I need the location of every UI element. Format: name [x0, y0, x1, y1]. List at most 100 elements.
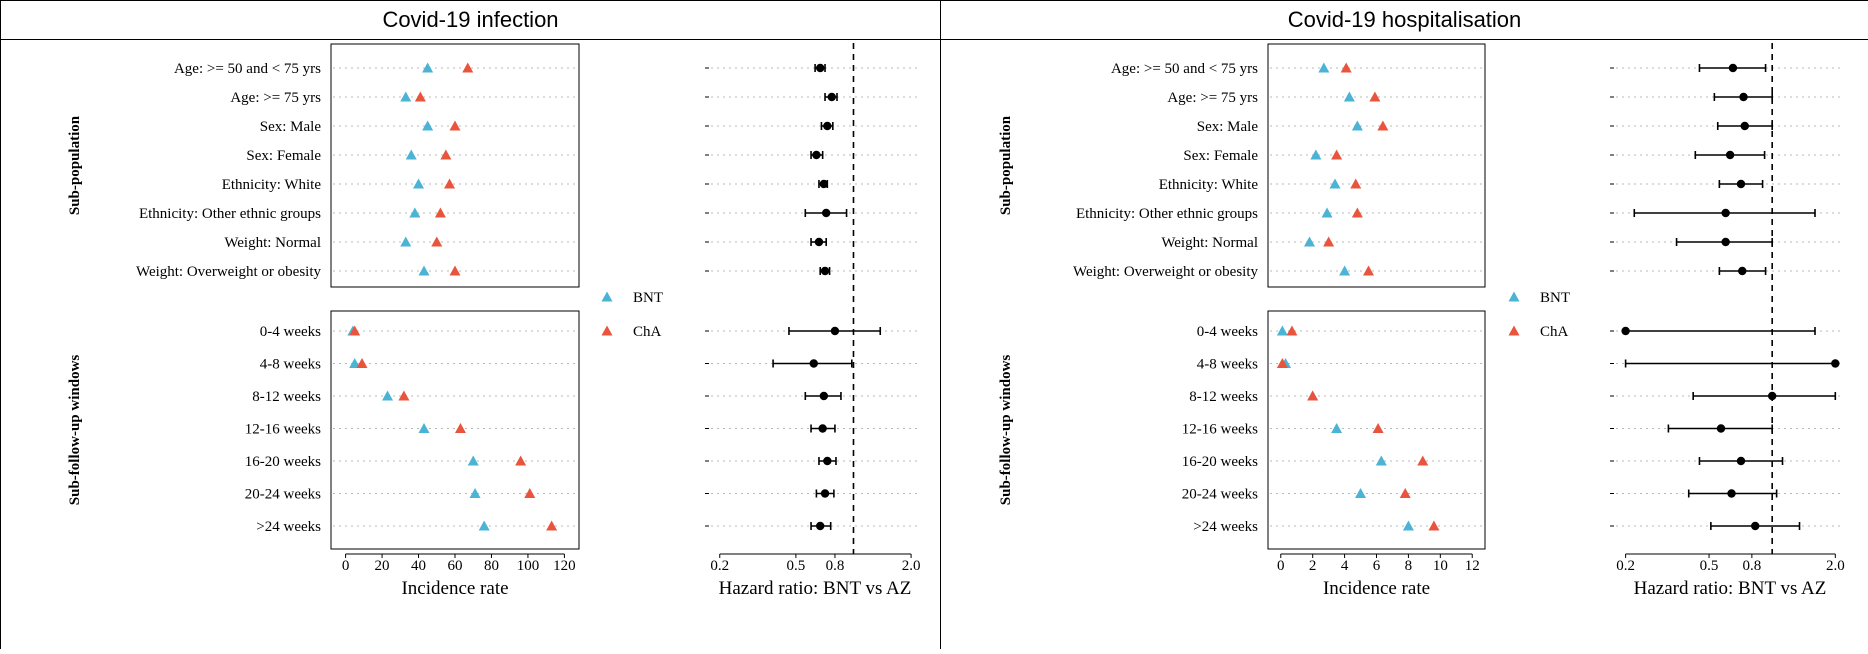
hr-point	[809, 359, 818, 368]
incidence-frame	[1267, 43, 1486, 288]
hr-point	[823, 121, 832, 131]
hr-tick-label: 0.5	[787, 558, 806, 574]
legend-cha-label: ChA	[1540, 324, 1569, 340]
bnt-marker	[405, 149, 417, 160]
incidence-frame	[330, 43, 580, 288]
hr-tick-label: 0.8	[826, 558, 845, 574]
row-label: Ethnicity: White	[1159, 177, 1259, 193]
hr-point	[816, 63, 825, 73]
hr-tick-label: 0.5	[1700, 558, 1719, 574]
cha-marker	[444, 178, 456, 189]
hospitalisation-chart: Sub-population Age: >= 50 and < 75 yrs Age…	[998, 10, 1845, 599]
hr-point	[816, 521, 825, 531]
bnt-marker	[1402, 520, 1414, 531]
bnt-marker	[422, 120, 434, 131]
row-label: 16-20 weeks	[1182, 454, 1258, 470]
hr-point	[1740, 121, 1749, 131]
hr-point	[1725, 150, 1735, 160]
group-label: Sub-population	[998, 115, 1014, 215]
panel-hospitalisation: Covid-19 hospitalisation Sub-population A…	[940, 0, 1868, 649]
hr-point	[827, 92, 836, 102]
cha-marker	[1276, 358, 1288, 368]
bnt-marker	[467, 455, 479, 466]
incidence-tick-label: 8	[1405, 558, 1413, 574]
bnt-marker	[382, 390, 394, 401]
group-label: Sub-follow-up windows	[998, 355, 1014, 506]
bnt-marker	[1321, 207, 1333, 218]
bnt-marker	[1351, 120, 1363, 131]
row-label: >24 weeks	[1193, 519, 1258, 535]
bnt-marker	[1310, 149, 1322, 160]
row-label: 8-12 weeks	[252, 389, 321, 405]
bnt-marker	[1303, 236, 1315, 247]
cha-marker	[1331, 149, 1343, 160]
incidence-tick-label: 4	[1341, 558, 1349, 574]
row-label: Ethnicity: Other ethnic groups	[139, 206, 321, 222]
incidence-axis-title: Incidence rate	[1323, 578, 1430, 599]
bnt-marker	[1343, 91, 1355, 102]
incidence-tick-label: 100	[517, 558, 540, 574]
row-label: Age: >= 75 yrs	[230, 90, 321, 106]
row-label: Age: >= 75 yrs	[1167, 90, 1258, 106]
legend-bnt-label: BNT	[633, 290, 663, 306]
bnt-marker	[422, 62, 434, 73]
bnt-marker	[1355, 488, 1367, 498]
panel-body: Sub-population Age: >= 50 and < 75 yrs Age…	[941, 10, 1867, 654]
cha-marker	[414, 91, 426, 102]
cha-marker	[431, 236, 443, 247]
row-label: Age: >= 50 and < 75 yrs	[174, 61, 321, 77]
cha-marker	[1363, 265, 1375, 276]
hr-point	[1736, 179, 1746, 189]
bnt-marker	[1318, 62, 1330, 73]
row-label: >24 weeks	[256, 519, 321, 535]
hr-point	[823, 456, 832, 466]
cha-marker	[1399, 488, 1411, 498]
hr-point	[1739, 92, 1748, 102]
row-label: Ethnicity: White	[222, 177, 322, 193]
hr-point	[814, 237, 824, 247]
bnt-marker	[400, 236, 412, 247]
cha-marker	[1323, 236, 1335, 247]
row-label: 12-16 weeks	[1182, 422, 1258, 438]
incidence-tick-label: 60	[448, 558, 463, 574]
cha-marker	[440, 149, 452, 160]
hr-tick-label: 2.0	[902, 558, 921, 574]
panel-body: Sub-population Age: >= 50 and < 75 yrs Age…	[1, 10, 939, 654]
hr-point	[1721, 208, 1730, 218]
row-label: 0-4 weeks	[260, 324, 321, 340]
legend-cha-marker	[1508, 325, 1520, 336]
hr-point	[812, 150, 821, 160]
cha-marker	[449, 120, 461, 131]
incidence-tick-label: 12	[1465, 558, 1480, 574]
incidence-tick-label: 20	[375, 558, 390, 574]
panel-infection: Covid-19 infection Sub-population Age: >=…	[0, 0, 940, 649]
cha-marker	[524, 488, 536, 498]
row-label: 20-24 weeks	[1182, 487, 1258, 503]
bnt-marker	[409, 207, 421, 218]
bnt-marker	[400, 91, 412, 102]
cha-marker	[546, 520, 558, 531]
row-label: Weight: Normal	[224, 235, 321, 251]
bnt-marker	[1331, 423, 1343, 433]
hr-point	[1721, 237, 1730, 247]
incidence-axis-title: Incidence rate	[401, 578, 508, 599]
incidence-tick-label: 0	[1277, 558, 1285, 574]
cha-marker	[1369, 91, 1381, 102]
cha-marker	[398, 390, 410, 401]
cha-marker	[1351, 207, 1363, 218]
incidence-tick-label: 6	[1373, 558, 1381, 574]
hr-tick-label: 2.0	[1826, 558, 1845, 574]
bnt-marker	[1276, 325, 1288, 336]
hr-point	[1736, 456, 1746, 466]
hr-point	[819, 391, 829, 401]
incidence-tick-label: 80	[484, 558, 499, 574]
row-label: Sex: Male	[1197, 119, 1259, 135]
row-label: Sex: Female	[246, 148, 321, 164]
hr-point	[820, 489, 830, 498]
bnt-marker	[478, 520, 490, 531]
cha-marker	[1307, 390, 1319, 401]
cha-marker	[515, 455, 527, 466]
cha-marker	[356, 358, 368, 368]
incidence-tick-label: 120	[553, 558, 576, 574]
row-label: Sex: Male	[260, 119, 322, 135]
